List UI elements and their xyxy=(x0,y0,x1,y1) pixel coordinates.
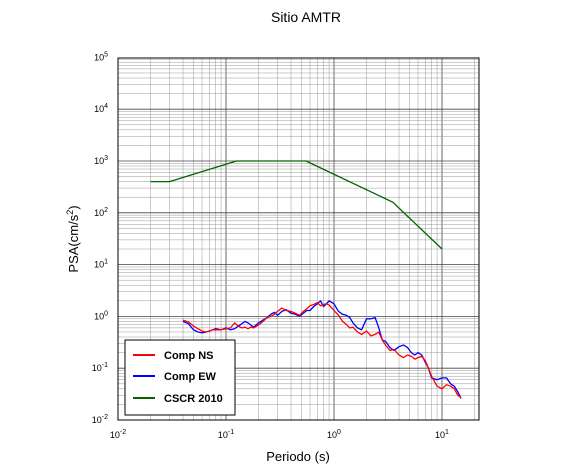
series-line-comp-ew xyxy=(182,300,462,399)
y-tick-label: 10-1 xyxy=(92,362,108,373)
y-tick-label-base: 10 xyxy=(92,415,102,425)
legend-label-comp-ns: Comp NS xyxy=(164,350,214,362)
x-tick-label-base: 10 xyxy=(327,430,337,440)
y-tick-label-exponent: 0 xyxy=(104,310,108,317)
x-tick-label-exponent: -1 xyxy=(228,429,234,436)
y-tick-label-base: 10 xyxy=(94,156,104,166)
x-tick-label-exponent: -2 xyxy=(120,429,126,436)
y-tick-label: 100 xyxy=(94,310,108,321)
y-tick-label-base: 10 xyxy=(94,52,104,62)
y-tick-label: 105 xyxy=(94,51,108,62)
y-axis-label: PSA(cm/s2) xyxy=(65,205,81,272)
plot-area-frame xyxy=(117,57,480,421)
x-tick-labels: 10-2 10-1 100 101 xyxy=(110,429,449,440)
y-tick-label-exponent: 1 xyxy=(104,259,108,266)
y-tick-label-exponent: 3 xyxy=(104,155,108,162)
x-tick-label: 10-2 xyxy=(110,429,126,440)
y-tick-label: 10-2 xyxy=(92,414,108,425)
legend-box xyxy=(124,339,236,416)
y-axis-label-exponent: 2 xyxy=(65,210,75,215)
y-tick-label-exponent: 5 xyxy=(104,51,108,58)
y-tick-label-base: 10 xyxy=(94,208,104,218)
chart-title: Sitio AMTR xyxy=(271,9,341,25)
x-tick-label: 100 xyxy=(327,429,341,440)
y-tick-label-base: 10 xyxy=(94,260,104,270)
x-tick-label-base: 10 xyxy=(110,430,120,440)
series-line-comp-ns xyxy=(182,301,462,399)
x-tick-label-base: 10 xyxy=(218,430,228,440)
x-tick-label-exponent: 0 xyxy=(337,429,341,436)
x-tick-label: 101 xyxy=(435,429,449,440)
y-tick-label-exponent: 4 xyxy=(104,103,108,110)
y-tick-label-exponent: 2 xyxy=(104,207,108,214)
y-tick-label: 102 xyxy=(94,207,108,218)
y-tick-label-base: 10 xyxy=(94,104,104,114)
y-tick-label: 103 xyxy=(94,155,108,166)
series-lines xyxy=(150,160,462,399)
y-tick-label-exponent: -1 xyxy=(102,362,108,369)
legend-label-cscr-2010: CSCR 2010 xyxy=(164,393,223,405)
y-axis-label-close: ) xyxy=(66,205,81,209)
x-axis-label: Periodo (s) xyxy=(266,449,330,464)
x-tick-label-base: 10 xyxy=(435,430,445,440)
series-line-cscr-2010 xyxy=(150,160,443,250)
y-tick-label: 104 xyxy=(94,103,108,114)
legend: Comp NS Comp EW CSCR 2010 xyxy=(124,339,236,416)
y-tick-label-exponent: -2 xyxy=(102,414,108,421)
legend-label-comp-ew: Comp EW xyxy=(164,371,217,383)
y-axis-label-base: PSA(cm/s xyxy=(66,214,81,272)
x-tick-label-exponent: 1 xyxy=(445,429,449,436)
y-tick-label-base: 10 xyxy=(92,363,102,373)
y-tick-label: 101 xyxy=(94,259,108,270)
x-tick-label: 10-1 xyxy=(218,429,234,440)
y-tick-label-base: 10 xyxy=(94,311,104,321)
